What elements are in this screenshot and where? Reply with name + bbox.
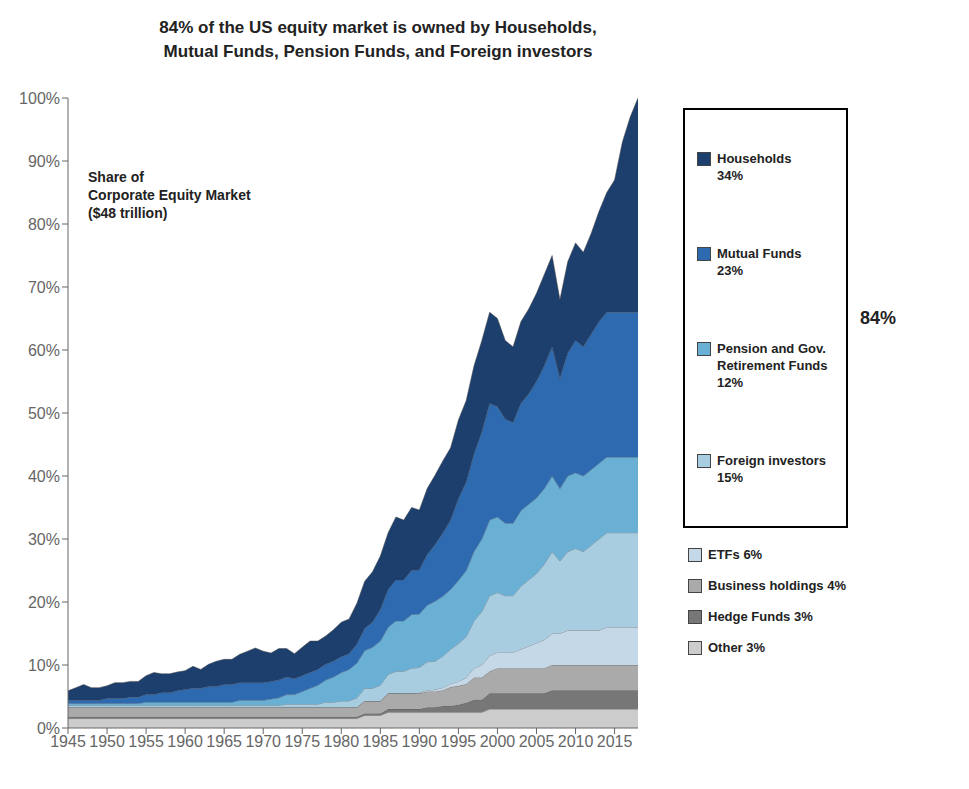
- svg-text:90%: 90%: [28, 153, 60, 170]
- html-text:Hedge Funds 3%: Hedge Funds 3%: [708, 609, 813, 624]
- html-text:84%: 84%: [860, 308, 896, 328]
- svg-text:1985: 1985: [363, 733, 399, 750]
- svg-text:1970: 1970: [245, 733, 281, 750]
- html-text:Pension and Gov. Retirement Fu: Pension and Gov. Retirement Funds 12%: [717, 340, 828, 390]
- svg-text:0%: 0%: [37, 720, 60, 737]
- svg-text:50%: 50%: [28, 405, 60, 422]
- svg-text:1980: 1980: [323, 733, 359, 750]
- svg-text:1955: 1955: [128, 733, 164, 750]
- svg-text:70%: 70%: [28, 279, 60, 296]
- svg-text:1975: 1975: [284, 733, 320, 750]
- svg-text:2005: 2005: [519, 733, 555, 750]
- html-text:Share of Corporate Equity Mark: Share of Corporate Equity Market ($48 tr…: [88, 169, 251, 221]
- svg-text:1990: 1990: [402, 733, 438, 750]
- svg-text:10%: 10%: [28, 657, 60, 674]
- svg-text:1965: 1965: [206, 733, 242, 750]
- html-text:Households 34%: Households 34%: [717, 151, 792, 184]
- html-text:Mutual Funds 23%: Mutual Funds 23%: [717, 246, 802, 279]
- html-text:Business holdings 4%: Business holdings 4%: [708, 578, 846, 593]
- svg-text:30%: 30%: [28, 531, 60, 548]
- svg-text:1960: 1960: [167, 733, 203, 750]
- svg-text:1995: 1995: [441, 733, 477, 750]
- svg-text:2015: 2015: [597, 733, 633, 750]
- svg-text:20%: 20%: [28, 594, 60, 611]
- svg-text:60%: 60%: [28, 342, 60, 359]
- svg-text:2000: 2000: [480, 733, 516, 750]
- html-text:84% of the US equity market is: 84% of the US equity market is owned by …: [159, 18, 597, 61]
- svg-text:2010: 2010: [558, 733, 594, 750]
- svg-text:1945: 1945: [50, 733, 86, 751]
- svg-text:40%: 40%: [28, 468, 60, 485]
- svg-text:100%: 100%: [19, 90, 60, 107]
- svg-text:1950: 1950: [89, 733, 125, 750]
- html-text:Other 3%: Other 3%: [708, 640, 766, 655]
- html-text:ETFs 6%: ETFs 6%: [708, 547, 763, 562]
- svg-text:80%: 80%: [28, 216, 60, 233]
- html-text:Foreign investors 15%: Foreign investors 15%: [717, 452, 827, 485]
